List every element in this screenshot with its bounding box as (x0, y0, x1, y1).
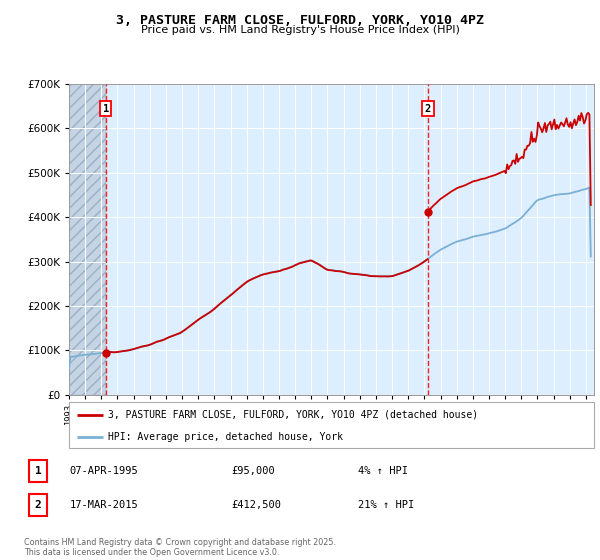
Text: 1: 1 (35, 466, 41, 476)
Text: £412,500: £412,500 (231, 500, 281, 510)
Text: 3, PASTURE FARM CLOSE, FULFORD, YORK, YO10 4PZ: 3, PASTURE FARM CLOSE, FULFORD, YORK, YO… (116, 14, 484, 27)
Text: 2: 2 (425, 104, 431, 114)
Text: Price paid vs. HM Land Registry's House Price Index (HPI): Price paid vs. HM Land Registry's House … (140, 25, 460, 35)
Text: 4% ↑ HPI: 4% ↑ HPI (358, 466, 407, 476)
Text: HPI: Average price, detached house, York: HPI: Average price, detached house, York (109, 432, 343, 441)
Text: 17-MAR-2015: 17-MAR-2015 (70, 500, 139, 510)
Text: 2: 2 (35, 500, 41, 510)
Text: 3, PASTURE FARM CLOSE, FULFORD, YORK, YO10 4PZ (detached house): 3, PASTURE FARM CLOSE, FULFORD, YORK, YO… (109, 410, 479, 420)
Text: 21% ↑ HPI: 21% ↑ HPI (358, 500, 414, 510)
FancyBboxPatch shape (69, 402, 594, 448)
Text: 1: 1 (103, 104, 109, 114)
Bar (69, 84, 106, 395)
FancyBboxPatch shape (29, 494, 47, 516)
Text: 07-APR-1995: 07-APR-1995 (70, 466, 139, 476)
Text: £95,000: £95,000 (231, 466, 275, 476)
FancyBboxPatch shape (29, 460, 47, 482)
Text: Contains HM Land Registry data © Crown copyright and database right 2025.
This d: Contains HM Land Registry data © Crown c… (24, 538, 336, 557)
